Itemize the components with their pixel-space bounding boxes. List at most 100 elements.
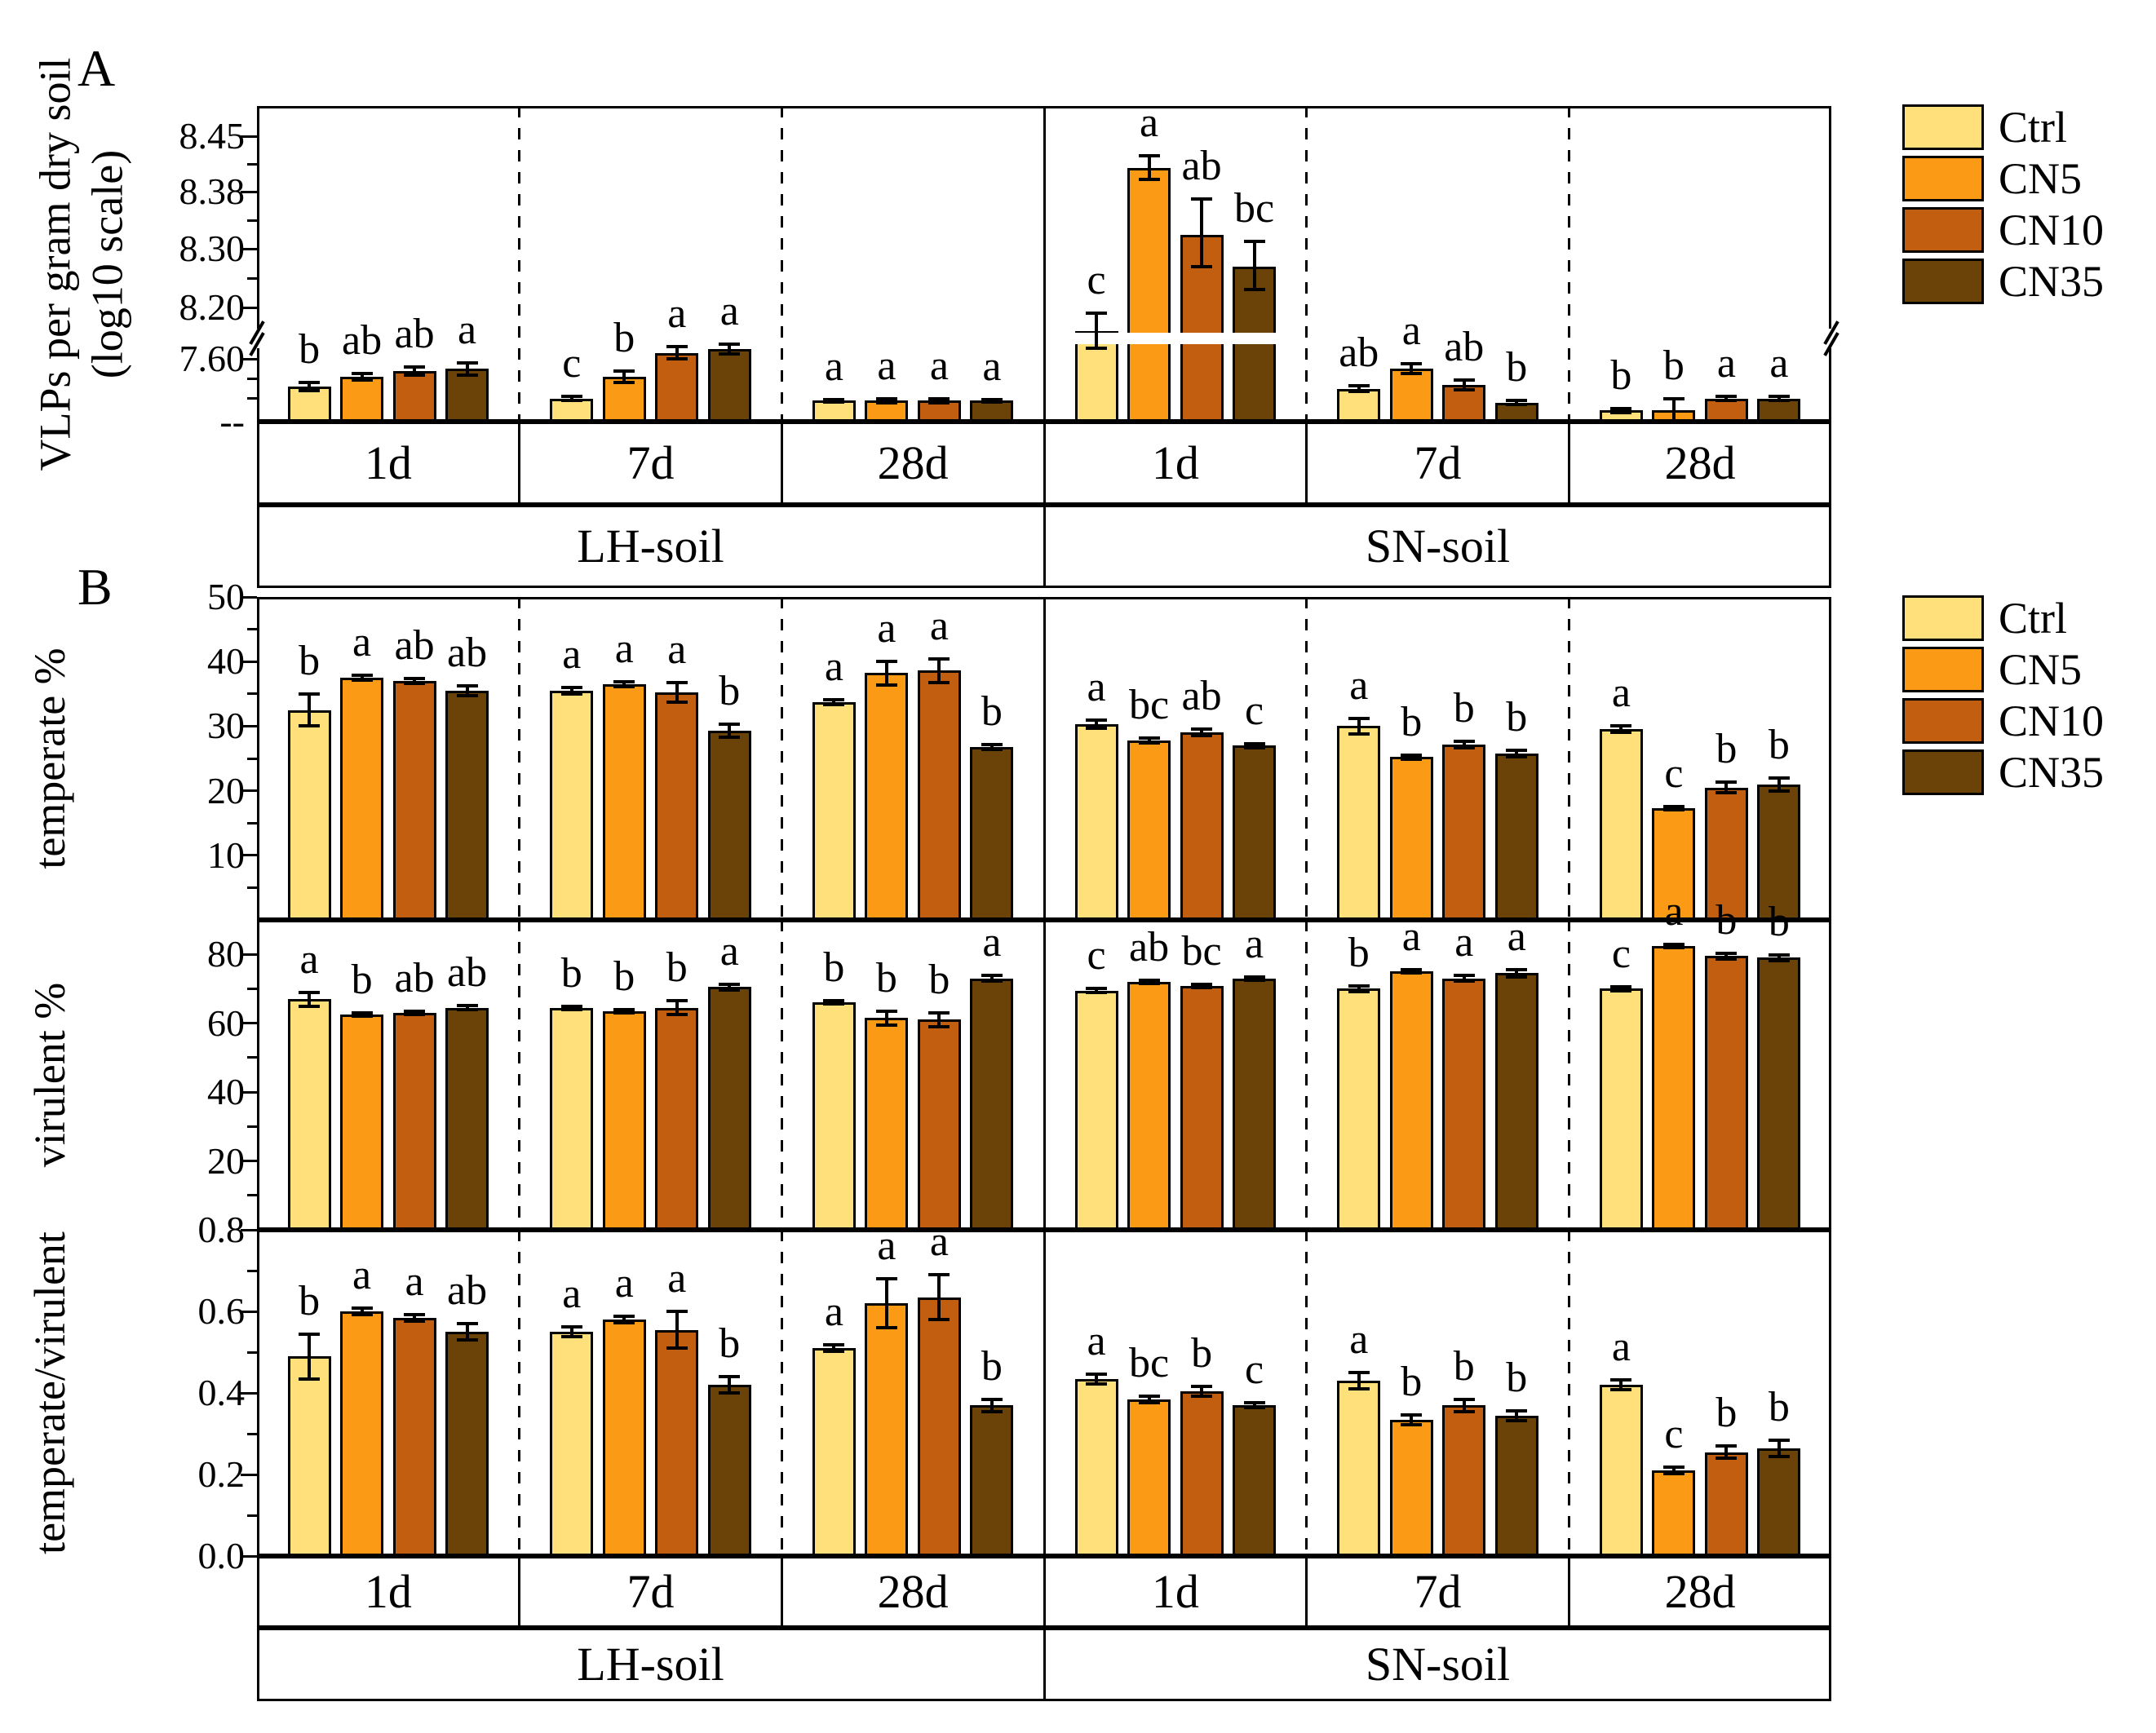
y-minor-tick xyxy=(247,1351,257,1354)
error-bar-cap-top xyxy=(1191,982,1213,986)
y-major-tick xyxy=(241,724,257,727)
error-bar-cap-top xyxy=(1138,154,1160,158)
error-bar-cap-top xyxy=(823,1343,845,1346)
error-bar-cap-top xyxy=(1453,378,1475,382)
error-bar xyxy=(989,1399,994,1412)
error-bar xyxy=(413,678,417,684)
error-bar-cap-top xyxy=(1662,396,1685,400)
significance-letter: b xyxy=(1191,1329,1213,1377)
y-major-tick xyxy=(241,1090,257,1094)
error-bar xyxy=(1671,806,1676,811)
significance-letter: c xyxy=(1664,1411,1684,1457)
y-minor-tick xyxy=(247,162,257,166)
bar-ratio-SN-soil-1d-CN5 xyxy=(1127,1399,1171,1556)
bar-vlps-LH-soil-1d-CN35 xyxy=(445,369,489,422)
time-divider xyxy=(780,597,783,920)
significance-letter: a xyxy=(929,603,949,650)
error-bar xyxy=(1724,782,1729,793)
error-bar xyxy=(1462,1399,1466,1412)
error-bar xyxy=(1095,988,1099,992)
error-bar-cap-bottom xyxy=(1086,347,1108,351)
error-bar-cap-bottom xyxy=(823,703,845,707)
bar-temperate-LH-soil-7d-CN10 xyxy=(655,692,699,920)
error-bar xyxy=(622,370,626,383)
error-bar xyxy=(1200,198,1204,267)
bar-temperate-SN-soil-28d-Ctrl xyxy=(1599,729,1643,920)
panel-a-letter: A xyxy=(77,39,116,97)
time-label: 1d xyxy=(1151,436,1199,489)
error-bar-cap-top xyxy=(1138,1394,1160,1398)
time-label: 7d xyxy=(1414,436,1462,489)
significance-letter: ab xyxy=(1129,923,1170,970)
error-bar-cap-bottom xyxy=(1716,790,1738,794)
error-bar xyxy=(1410,970,1414,974)
bar-virulent-LH-soil-1d-CN5 xyxy=(340,1015,384,1230)
error-bar-cap-bottom xyxy=(875,683,897,687)
error-bar-cap-top xyxy=(1348,716,1370,720)
y-minor-tick xyxy=(247,1269,257,1272)
legend-swatch-CN5 xyxy=(1902,647,1984,692)
error-bar-cap-bottom xyxy=(613,685,635,689)
significance-letter: b xyxy=(1401,1358,1423,1405)
bar-ratio-LH-soil-7d-CN5 xyxy=(602,1320,646,1556)
bar-virulent-SN-soil-1d-CN5 xyxy=(1127,982,1171,1230)
error-bar-cap-top xyxy=(666,1310,688,1313)
time-label: 28d xyxy=(877,1565,949,1618)
error-bar-cap-bottom xyxy=(1243,978,1265,982)
y-minor-tick xyxy=(247,628,257,631)
error-bar-cap-top xyxy=(719,342,741,346)
y-minor-tick xyxy=(247,692,257,696)
error-bar xyxy=(1777,396,1781,401)
error-bar xyxy=(1515,970,1519,977)
significance-letter: a xyxy=(1664,887,1684,935)
error-bar xyxy=(1147,737,1151,743)
error-bar xyxy=(360,1308,364,1315)
error-bar-cap-top xyxy=(456,1004,478,1008)
significance-letter: a xyxy=(667,626,687,674)
significance-letter: c xyxy=(1664,749,1684,797)
significance-letter: b xyxy=(719,1320,741,1367)
error-bar-cap-top xyxy=(1243,975,1265,979)
error-bar-cap-top xyxy=(1086,312,1108,316)
soil-label: LH-soil xyxy=(577,519,724,573)
error-bar xyxy=(1095,720,1099,728)
legend-label-CN10: CN10 xyxy=(1999,696,2105,745)
error-bar-cap-bottom xyxy=(299,389,321,393)
time-divider xyxy=(518,920,521,1230)
legend-label-CN5: CN5 xyxy=(1999,154,2083,203)
bar-vlps-LH-soil-7d-CN35 xyxy=(707,348,751,422)
error-bar-cap-bottom xyxy=(1610,1388,1632,1391)
y-tick-label: 8.38 xyxy=(179,170,246,212)
error-bar-cap-bottom xyxy=(1610,731,1632,735)
error-bar xyxy=(1357,1373,1361,1389)
significance-letter: a xyxy=(562,1271,582,1317)
y-minor-tick xyxy=(247,1194,257,1197)
error-bar-cap-top xyxy=(981,1397,1003,1401)
error-bar-cap-top xyxy=(875,396,897,400)
y-tick-label: 80 xyxy=(207,933,245,975)
error-bar-cap-bottom xyxy=(560,692,582,696)
significance-letter: b xyxy=(613,314,635,361)
significance-letter: bc xyxy=(1234,185,1275,232)
error-bar-cap-bottom xyxy=(299,1004,321,1008)
significance-letter: ab xyxy=(394,954,435,1001)
bar-ratio-LH-soil-28d-CN10 xyxy=(917,1297,961,1556)
significance-letter: a xyxy=(405,1258,424,1305)
error-bar-cap-top xyxy=(1453,1397,1475,1401)
bar-virulent-LH-soil-7d-CN5 xyxy=(602,1010,646,1230)
error-bar-cap-bottom xyxy=(981,747,1003,751)
significance-letter: a xyxy=(982,343,1002,390)
bar-virulent-SN-soil-28d-CN5 xyxy=(1652,945,1696,1230)
significance-letter: ab xyxy=(1181,673,1222,720)
error-bar xyxy=(937,398,941,403)
bar-ratio-SN-soil-7d-CN5 xyxy=(1389,1419,1433,1556)
bar-temperate-LH-soil-28d-CN35 xyxy=(970,746,1014,920)
error-bar-cap-top xyxy=(1506,968,1528,972)
axis-break-stripe xyxy=(1231,333,1278,344)
significance-letter: ab xyxy=(447,949,488,997)
bar-temperate-SN-soil-7d-Ctrl xyxy=(1337,726,1381,920)
significance-letter: b xyxy=(666,944,688,992)
y-tick-label: 8.30 xyxy=(179,228,246,269)
bar-vlps-SN-soil-7d-Ctrl xyxy=(1337,388,1381,422)
